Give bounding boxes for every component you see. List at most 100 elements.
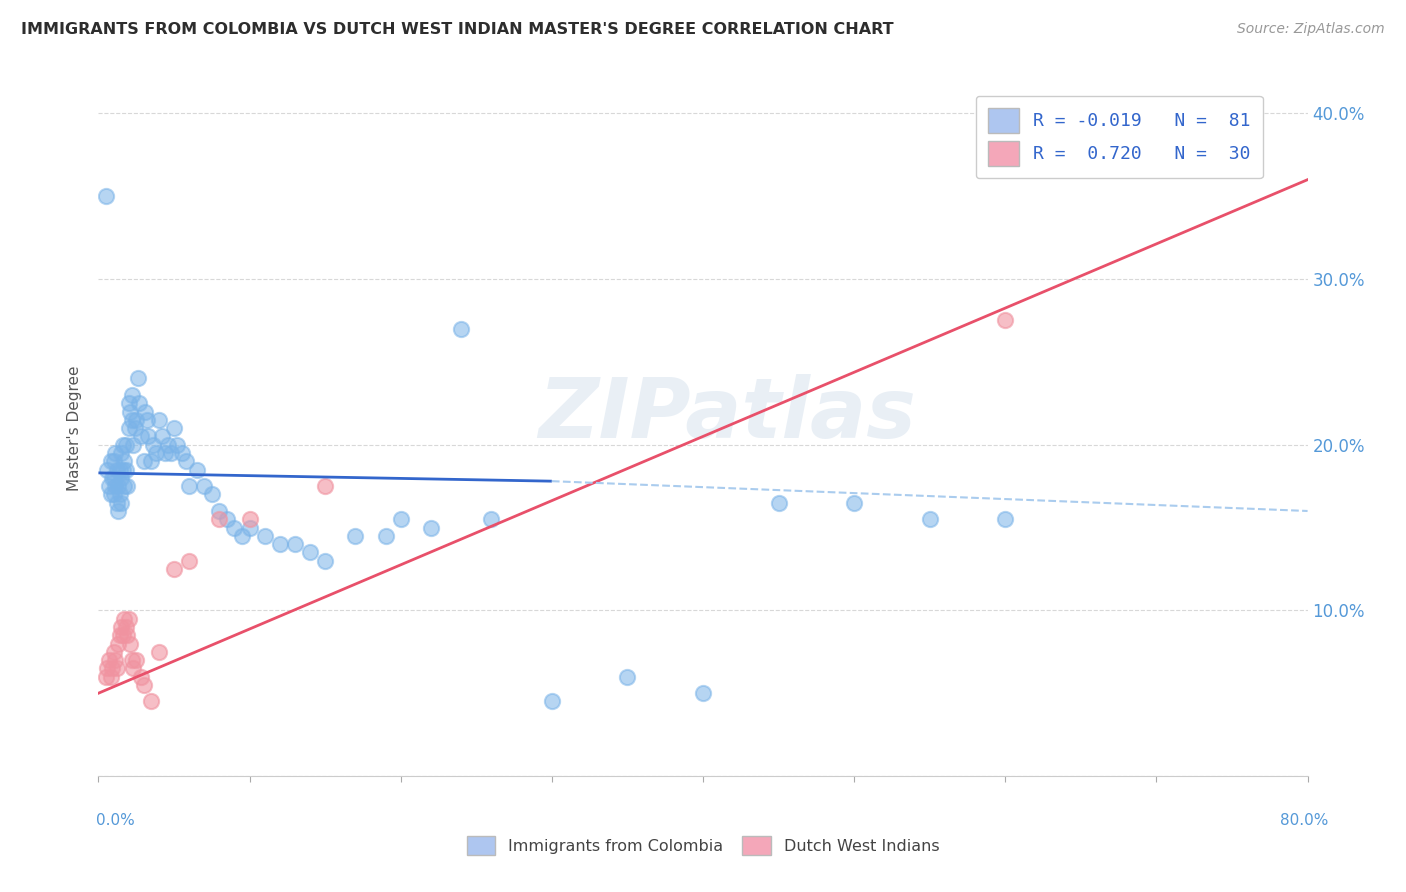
Point [114, 462, 136, 476]
Text: ZIPatlas: ZIPatlas [538, 374, 917, 455]
Point [918, 512, 941, 526]
Point [692, 686, 714, 700]
Point [768, 496, 790, 510]
Point [112, 479, 135, 493]
Point [166, 438, 188, 452]
Point [112, 454, 135, 468]
Point [108, 462, 131, 476]
Point [208, 512, 231, 526]
Point [118, 421, 141, 435]
Point [108, 487, 131, 501]
Text: 80.0%: 80.0% [1281, 814, 1329, 828]
Point [107, 479, 129, 493]
Point [148, 645, 170, 659]
Point [314, 479, 336, 493]
Point [94, 189, 117, 203]
Point [96, 661, 118, 675]
Point [105, 661, 128, 675]
Point [224, 520, 246, 534]
Point [105, 462, 128, 476]
Point [114, 438, 136, 452]
Point [103, 487, 125, 501]
Point [134, 404, 156, 418]
Point [104, 653, 127, 667]
Point [136, 429, 159, 443]
Point [112, 612, 135, 626]
Point [314, 554, 336, 568]
Point [231, 529, 253, 543]
Point [132, 678, 155, 692]
Point [253, 529, 276, 543]
Point [122, 661, 145, 675]
Point [96, 462, 118, 476]
Point [994, 313, 1017, 327]
Point [616, 670, 638, 684]
Point [344, 529, 367, 543]
Point [107, 504, 129, 518]
Legend: R = -0.019   N =  81, R =  0.720   N =  30: R = -0.019 N = 81, R = 0.720 N = 30 [976, 96, 1263, 178]
Point [124, 421, 146, 435]
Point [201, 487, 224, 501]
Point [104, 446, 127, 460]
Point [114, 620, 136, 634]
Point [110, 620, 132, 634]
Point [103, 454, 125, 468]
Point [129, 429, 152, 443]
Point [121, 653, 143, 667]
Legend: Immigrants from Colombia, Dutch West Indians: Immigrants from Colombia, Dutch West Ind… [460, 830, 946, 862]
Point [111, 628, 134, 642]
Point [115, 479, 138, 493]
Point [153, 446, 176, 460]
Point [129, 670, 152, 684]
Point [98, 653, 121, 667]
Text: IMMIGRANTS FROM COLOMBIA VS DUTCH WEST INDIAN MASTER'S DEGREE CORRELATION CHART: IMMIGRANTS FROM COLOMBIA VS DUTCH WEST I… [21, 22, 894, 37]
Text: 0.0%: 0.0% [96, 814, 135, 828]
Point [135, 413, 157, 427]
Point [107, 636, 129, 650]
Point [150, 429, 173, 443]
Point [125, 653, 148, 667]
Point [122, 438, 145, 452]
Point [118, 612, 141, 626]
Point [179, 554, 201, 568]
Point [101, 471, 124, 485]
Point [110, 496, 132, 510]
Point [115, 628, 138, 642]
Point [111, 438, 134, 452]
Point [450, 322, 472, 336]
Point [193, 479, 215, 493]
Point [101, 661, 124, 675]
Point [420, 520, 443, 534]
Point [121, 388, 143, 402]
Point [104, 479, 127, 493]
Point [374, 529, 396, 543]
Point [269, 537, 291, 551]
Point [540, 694, 562, 708]
Point [105, 496, 128, 510]
Point [103, 471, 125, 485]
Point [100, 487, 122, 501]
Point [170, 446, 193, 460]
Point [100, 454, 122, 468]
Point [145, 446, 167, 460]
Point [142, 438, 165, 452]
Point [163, 562, 186, 576]
Point [118, 396, 141, 410]
Point [186, 462, 208, 476]
Point [844, 496, 866, 510]
Point [299, 545, 322, 559]
Point [100, 670, 122, 684]
Point [160, 446, 183, 460]
Point [481, 512, 503, 526]
Point [141, 454, 163, 468]
Point [120, 404, 142, 418]
Point [179, 479, 201, 493]
Point [111, 462, 134, 476]
Text: Source: ZipAtlas.com: Source: ZipAtlas.com [1237, 22, 1385, 37]
Point [125, 413, 148, 427]
Point [163, 421, 186, 435]
Point [120, 636, 142, 650]
Point [127, 371, 149, 385]
Point [108, 628, 131, 642]
Point [156, 438, 179, 452]
